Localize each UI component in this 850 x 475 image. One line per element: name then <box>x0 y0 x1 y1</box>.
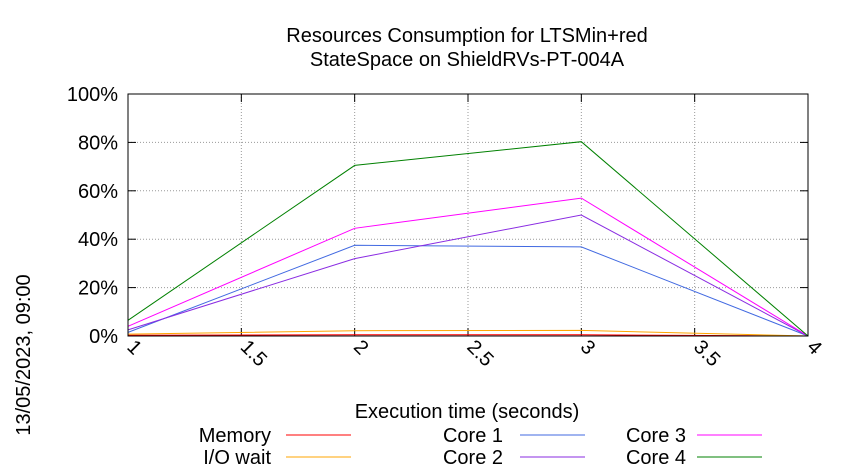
legend-label: Core 3 <box>626 425 686 447</box>
x-tick-label: 3.5 <box>689 336 724 371</box>
x-tick-label: 1.5 <box>236 336 271 371</box>
series-line-core-1 <box>127 244 809 337</box>
y-tick-label: 40% <box>78 229 118 251</box>
x-tick-label: 2.5 <box>462 336 497 371</box>
legend-label: Core 4 <box>626 447 686 469</box>
x-tick-label: 1 <box>122 336 145 359</box>
x-tick-label: 3 <box>576 336 599 359</box>
y-tick-label: 80% <box>78 132 118 154</box>
legend-label: Core 2 <box>443 447 503 469</box>
y-tick-label: 20% <box>78 278 118 300</box>
legend-label: Core 1 <box>443 425 503 447</box>
series-lines <box>127 141 809 337</box>
chart-title-line-2: StateSpace on ShieldRVs-PT-004A <box>310 49 625 71</box>
x-tick-label: 4 <box>802 336 825 359</box>
legend-label: I/O wait <box>203 447 271 469</box>
series-line-memory <box>127 334 809 337</box>
x-axis-label: Execution time (seconds) <box>355 401 580 423</box>
side-date-label: 13/05/2023, 09:00 <box>13 274 35 435</box>
y-tick-label: 100% <box>67 84 118 106</box>
axis-ticks: 0% 20% 40% 60% 80% 100% 1 1.5 2 2.5 3 3.5 4 <box>67 84 826 371</box>
series-line-core-3 <box>127 197 809 337</box>
series-line-core-2 <box>127 214 809 337</box>
x-tick-label: 2 <box>349 336 372 359</box>
chart-title-line-1: Resources Consumption for LTSMin+red <box>286 25 647 47</box>
series-line-core-4 <box>127 141 809 337</box>
y-tick-label: 0% <box>89 326 118 348</box>
grid <box>128 94 808 336</box>
series-line-i-o-wait <box>127 329 809 337</box>
y-tick-label: 60% <box>78 181 118 203</box>
plot-frame <box>127 93 809 337</box>
legend-label: Memory <box>199 425 271 447</box>
